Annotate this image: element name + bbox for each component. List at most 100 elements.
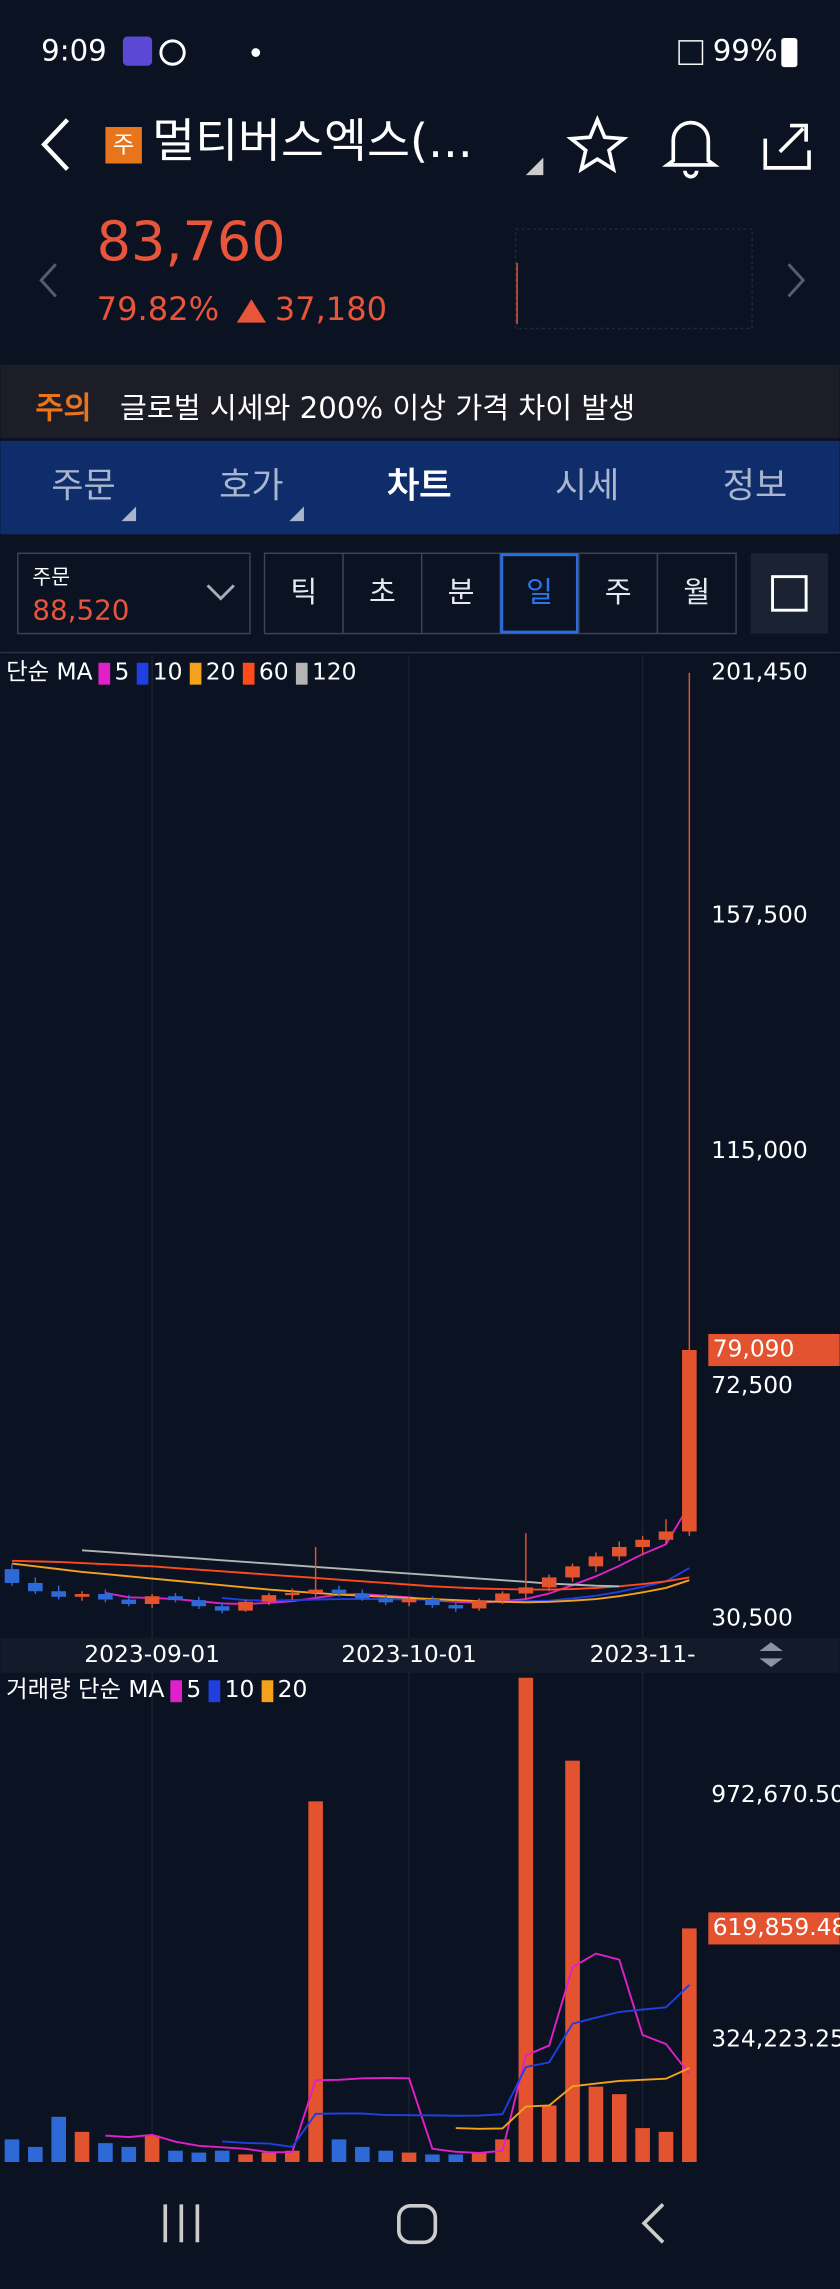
- volume-bar: [682, 1928, 697, 2162]
- candle-body: [214, 1606, 230, 1611]
- candle-body: [28, 1582, 43, 1592]
- volume-bar: [168, 2150, 183, 2162]
- favorite-button[interactable]: [566, 114, 629, 174]
- candle-body: [168, 1596, 183, 1601]
- candle-body: [565, 1566, 580, 1578]
- signal-icon: [678, 40, 704, 65]
- candle-body: [588, 1556, 604, 1567]
- y-tick-label: 972,670.500: [711, 1780, 840, 1808]
- candle-body: [471, 1600, 487, 1609]
- order-value: 88,520: [32, 594, 129, 627]
- tab-indicator: [121, 506, 137, 522]
- candle-body: [331, 1589, 347, 1595]
- x-tick-label: 2023-10-01: [341, 1640, 477, 1668]
- volume-bar: [331, 2139, 347, 2162]
- y-tick-label: 30,500: [711, 1603, 793, 1631]
- legend-label: 120: [312, 657, 357, 685]
- layout-button[interactable]: [750, 553, 829, 634]
- volume-bar: [284, 2150, 300, 2162]
- share-button[interactable]: [763, 123, 811, 170]
- date-bar: [0, 1637, 840, 1673]
- period-button[interactable]: [342, 552, 423, 635]
- period-button[interactable]: [499, 552, 580, 635]
- period-button[interactable]: [578, 552, 659, 635]
- volume-bar: [4, 2139, 20, 2162]
- stock-title[interactable]: 멀티버스엑스(...: [152, 115, 473, 169]
- legend-swatch: [242, 662, 255, 685]
- volume-bar: [611, 2094, 627, 2162]
- candle-body: [425, 1599, 440, 1606]
- volume-bar: [658, 2131, 674, 2162]
- resize-handle[interactable]: [759, 1642, 783, 1668]
- tab[interactable]: 호가: [219, 466, 283, 507]
- status-icon: [159, 39, 186, 66]
- tab[interactable]: 정보: [723, 466, 787, 507]
- volume-bar: [378, 2150, 393, 2162]
- candle-body: [191, 1600, 207, 1607]
- nav-back[interactable]: [641, 2203, 665, 2244]
- period-label: 주: [605, 575, 632, 609]
- battery-icon: [781, 37, 798, 68]
- volume-bar: [28, 2146, 43, 2162]
- order-dropdown[interactable]: [206, 584, 235, 601]
- volume-bar: [635, 2128, 650, 2162]
- change-amount: 37,180: [275, 290, 387, 328]
- badge: [105, 127, 142, 164]
- volume-bar: [355, 2146, 370, 2162]
- candle-body: [355, 1594, 370, 1599]
- volume-bar: [448, 2154, 464, 2162]
- period-button[interactable]: [656, 552, 737, 635]
- ma-line: [105, 1952, 691, 2154]
- legend-label: 5: [115, 657, 130, 685]
- x-tick-label: 2023-09-01: [84, 1640, 220, 1668]
- prev-button[interactable]: [39, 263, 57, 298]
- nav-home[interactable]: [397, 2203, 438, 2245]
- mini-chart: [514, 228, 753, 330]
- legend-label: 20: [278, 1675, 308, 1703]
- tab[interactable]: 주문: [51, 466, 115, 507]
- volume-bar: [261, 2152, 277, 2162]
- notice-text: 글로벌 시세와 200% 이상 가격 차이 발생: [120, 391, 635, 425]
- candle-body: [284, 1592, 300, 1596]
- tab-bar: [0, 440, 840, 535]
- legend-swatch: [170, 1680, 183, 1703]
- legend-label: 60: [259, 657, 289, 685]
- candle-body: [308, 1589, 323, 1593]
- candle-body: [518, 1587, 534, 1594]
- period-button[interactable]: [263, 552, 344, 635]
- candle-body: [495, 1593, 510, 1601]
- value-marker: [708, 1333, 840, 1367]
- legend-swatch: [208, 1680, 221, 1703]
- candle-body: [378, 1598, 393, 1603]
- legend-swatch: [295, 662, 308, 685]
- legend-title: 거래량 단순 MA: [6, 1675, 164, 1703]
- x-tick-label: 2023-11-: [590, 1640, 696, 1668]
- order-box[interactable]: [17, 552, 251, 635]
- back-button[interactable]: [41, 118, 70, 171]
- candle-body: [4, 1569, 20, 1583]
- notice-bar: [0, 364, 840, 438]
- ma-line: [455, 2067, 690, 2130]
- volume-bar: [565, 1760, 580, 2162]
- period-label: 월: [683, 575, 710, 609]
- candle-body: [98, 1594, 113, 1600]
- candle-body: [682, 1350, 697, 1532]
- legend-label: 10: [225, 1675, 255, 1703]
- candle-body: [144, 1596, 160, 1604]
- period-label: 초: [369, 575, 396, 609]
- candle-body: [658, 1531, 674, 1540]
- legend-label: 5: [186, 1675, 201, 1703]
- ma-line: [11, 1562, 690, 1604]
- next-button[interactable]: [787, 263, 806, 298]
- volume-bar: [214, 2150, 230, 2162]
- nav-bar: [0, 2163, 840, 2289]
- nav-recent[interactable]: [163, 2204, 200, 2243]
- tab[interactable]: 시세: [555, 466, 619, 507]
- tab[interactable]: 차트: [387, 466, 451, 507]
- volume-bar: [425, 2154, 440, 2162]
- period-button[interactable]: [420, 552, 502, 635]
- volume-bar: [98, 2143, 113, 2162]
- alert-button[interactable]: [661, 120, 720, 179]
- volume-bar: [401, 2152, 417, 2162]
